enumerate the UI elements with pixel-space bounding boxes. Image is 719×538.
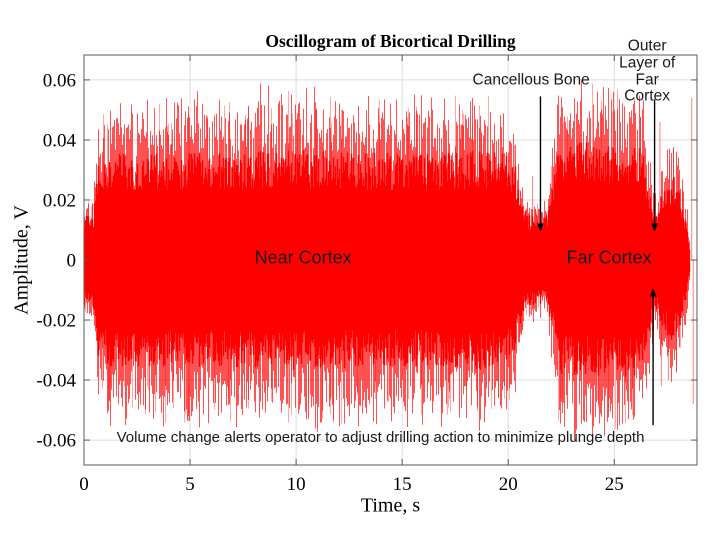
y-tick-label: 0	[67, 251, 77, 272]
y-tick-label: -0.02	[36, 311, 76, 332]
cancellous-bone-label: Cancellous Bone	[472, 71, 590, 89]
outer-layer-label: Outer Layer of Far Cortex	[619, 37, 676, 105]
x-tick-label: 0	[79, 474, 89, 495]
y-tick-label: 0.06	[43, 70, 76, 91]
near-cortex-label: Near Cortex	[254, 247, 352, 268]
x-axis-label: Time, s	[360, 494, 421, 517]
x-tick-label: 25	[605, 474, 624, 495]
y-axis-label: Amplitude, V	[10, 205, 33, 315]
chart-title: Oscillogram of Bicortical Drilling	[265, 31, 516, 51]
x-tick-label: 15	[393, 474, 412, 495]
x-tick-label: 10	[287, 474, 306, 495]
y-tick-label: -0.06	[36, 431, 76, 452]
outer-layer-arrow-head	[651, 223, 658, 232]
x-tick-label: 5	[185, 474, 195, 495]
cancellous-bone-arrow-head	[537, 223, 544, 232]
y-tick-label: 0.02	[43, 190, 76, 211]
x-tick-label: 20	[499, 474, 518, 495]
y-tick-label: -0.04	[36, 371, 76, 392]
y-tick-label: 0.04	[43, 130, 77, 151]
plunge-depth-arrow-head	[649, 288, 657, 297]
volume-note-label: Volume change alerts operator to adjust …	[116, 428, 645, 446]
far-cortex-label: Far Cortex	[566, 247, 652, 268]
